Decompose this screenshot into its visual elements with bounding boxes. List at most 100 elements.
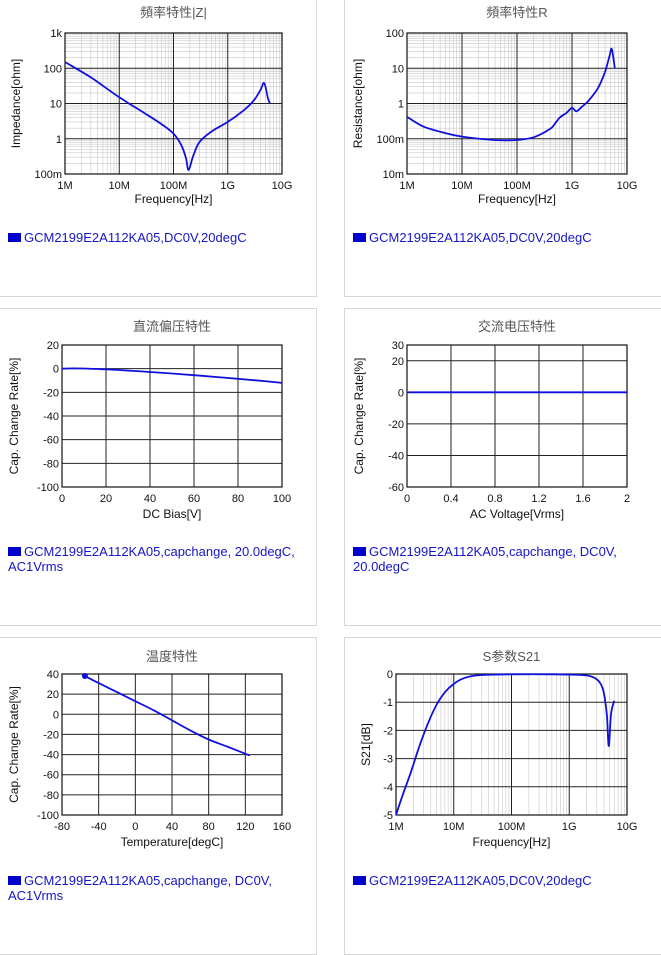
x-tick-label: 1M xyxy=(57,180,72,192)
legend: GCM2199E2A112KA05,DC0V,20degC xyxy=(353,230,653,245)
y-tick-label: 40 xyxy=(47,669,59,681)
chart-panel-ac-voltage: 0 0.4 0.8 1.2 1.6 2 30 20 0 -20 -40 -60 交流电压特性 AC Vol… xyxy=(344,308,661,626)
y-tick-label: 1 xyxy=(398,99,404,111)
series-line xyxy=(396,673,616,816)
x-tick-label: 100M xyxy=(160,180,188,192)
y-tick-label: 100 xyxy=(44,63,62,75)
y-tick-label: -40 xyxy=(43,750,59,762)
y-tick-label: -80 xyxy=(43,458,59,470)
y-tick-label: 100m xyxy=(376,134,404,146)
x-axis-label: Frequency[Hz] xyxy=(134,192,212,206)
y-tick-label: 0 xyxy=(53,364,59,376)
impedance-chart: 1M 10M 100M 1G 10G 1k 100 10 1 100m 頻率特性|Z| Frequen… xyxy=(9,5,293,206)
series-line xyxy=(65,61,271,171)
x-tick-label: 0.8 xyxy=(487,493,502,505)
x-tick-label: 100 xyxy=(273,493,291,505)
chart-panel-impedance: 1M 10M 100M 1G 10G 1k 100 10 1 100m 頻率特性|Z| Frequen… xyxy=(0,0,317,297)
x-tick-label: -80 xyxy=(54,821,70,833)
y-tick-label: 20 xyxy=(392,356,404,368)
x-tick-label: 10G xyxy=(617,180,638,192)
y-axis-label: S21[dB] xyxy=(359,723,373,766)
chart-title: 温度特性 xyxy=(146,649,198,664)
x-tick-label: 1M xyxy=(388,821,403,833)
legend-swatch xyxy=(353,233,366,242)
series-start-marker xyxy=(81,673,88,680)
legend-label: GCM2199E2A112KA05,capchange, 20.0degC, A… xyxy=(8,544,295,574)
legend-swatch xyxy=(8,876,21,885)
x-tick-label: 80 xyxy=(203,821,215,833)
x-tick-label: 40 xyxy=(144,493,156,505)
plot-frame xyxy=(61,344,283,488)
y-axis-label: Cap. Change Rate[%] xyxy=(7,358,21,475)
y-tick-label: -20 xyxy=(43,387,59,399)
x-tick-label: 100M xyxy=(503,180,531,192)
x-axis-label: Frequency[Hz] xyxy=(472,835,550,849)
plot-frame xyxy=(406,344,628,488)
y-tick-label: -40 xyxy=(388,450,404,462)
y-tick-label: 20 xyxy=(47,340,59,352)
chart-title: 直流偏压特性 xyxy=(133,319,211,334)
series-line xyxy=(84,675,251,757)
y-tick-label: -1 xyxy=(383,697,393,709)
x-tick-label: 0.4 xyxy=(443,493,458,505)
x-tick-label: 1G xyxy=(562,821,577,833)
plot-grid xyxy=(64,32,283,175)
legend-label: GCM2199E2A112KA05,DC0V,20degC xyxy=(369,873,592,888)
x-tick-label: 160 xyxy=(273,821,291,833)
plot-grid xyxy=(395,673,628,816)
legend-label: GCM2199E2A112KA05,DC0V,20degC xyxy=(24,230,247,245)
plot-grid xyxy=(406,32,628,175)
x-tick-label: 100M xyxy=(498,821,526,833)
y-tick-label: 10 xyxy=(50,99,62,111)
chart-panel-temperature: -80 -40 0 40 80 120 160 40 20 0 -20 -40 -60 -80 -100 温度… xyxy=(0,637,317,955)
plot-grid xyxy=(61,344,283,488)
y-tick-label: 100 xyxy=(386,28,404,40)
legend-label: GCM2199E2A112KA05,capchange, DC0V, 20.0d… xyxy=(353,544,617,574)
x-tick-label: 20 xyxy=(100,493,112,505)
x-tick-label: 1M xyxy=(399,180,414,192)
y-tick-label: -60 xyxy=(388,482,404,494)
y-tick-label: -3 xyxy=(383,754,393,766)
y-axis-label: Cap. Change Rate[%] xyxy=(7,686,21,803)
x-tick-label: 60 xyxy=(188,493,200,505)
x-tick-label: 1.6 xyxy=(575,493,590,505)
x-tick-label: 80 xyxy=(232,493,244,505)
chart-title: S参数S21 xyxy=(483,649,541,664)
x-tick-label: 10G xyxy=(272,180,293,192)
legend: GCM2199E2A112KA05,capchange, DC0V, AC1Vr… xyxy=(8,873,308,903)
plot-frame xyxy=(61,673,283,816)
chart-title: 交流电压特性 xyxy=(478,319,556,334)
x-axis-label: Frequency[Hz] xyxy=(478,192,556,206)
legend-swatch xyxy=(353,876,366,885)
chart-title: 頻率特性R xyxy=(486,5,547,20)
legend: GCM2199E2A112KA05,DC0V,20degC xyxy=(353,873,653,888)
legend: GCM2199E2A112KA05,capchange, DC0V, 20.0d… xyxy=(353,544,653,574)
x-tick-label: 0 xyxy=(404,493,410,505)
plot-grid xyxy=(61,673,283,816)
legend-label: GCM2199E2A112KA05,DC0V,20degC xyxy=(369,230,592,245)
y-tick-label: 0 xyxy=(387,669,393,681)
x-tick-label: 0 xyxy=(59,493,65,505)
x-tick-label: 10M xyxy=(109,180,130,192)
legend: GCM2199E2A112KA05,DC0V,20degC xyxy=(8,230,308,245)
x-axis-label: DC Bias[V] xyxy=(143,507,202,521)
y-tick-label: 1 xyxy=(56,134,62,146)
series-line xyxy=(62,367,282,384)
x-tick-label: 1.2 xyxy=(531,493,546,505)
y-tick-label: -5 xyxy=(383,810,393,822)
x-tick-label: 10G xyxy=(617,821,638,833)
legend-label: GCM2199E2A112KA05,capchange, DC0V, AC1Vr… xyxy=(8,873,272,903)
y-tick-label: -20 xyxy=(43,729,59,741)
y-axis-label: Impedance[ohm] xyxy=(9,59,23,148)
chart-panel-resistance: 1M 10M 100M 1G 10G 100 10 1 100m 10m 頻率特性R Frequenc… xyxy=(344,0,661,297)
plot-grid xyxy=(406,344,628,488)
y-tick-label: 0 xyxy=(398,387,404,399)
y-tick-label: -60 xyxy=(43,435,59,447)
y-tick-label: -40 xyxy=(43,411,59,423)
y-axis-label: Cap. Change Rate[%] xyxy=(352,358,366,475)
y-tick-label: -100 xyxy=(37,482,59,494)
legend-swatch xyxy=(8,233,21,242)
dc-bias-chart: 0 20 40 60 80 100 20 0 -20 -40 -60 -80 -100 直流偏压特性 DC … xyxy=(7,319,291,521)
y-tick-label: 10m xyxy=(383,169,404,181)
x-tick-label: -40 xyxy=(91,821,107,833)
